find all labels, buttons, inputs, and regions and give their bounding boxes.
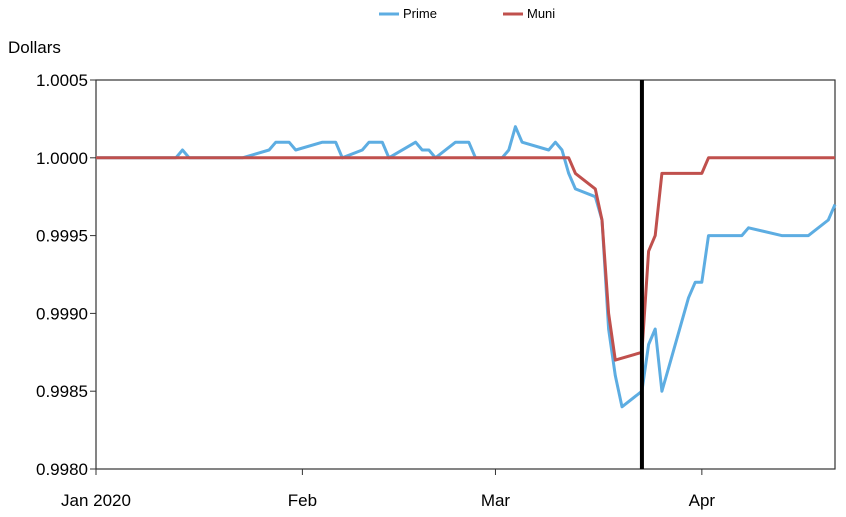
y-tick-label: 0.9980 [36,460,88,479]
series-layer [96,125,837,409]
y-tick-label: 0.9985 [36,382,88,401]
plot-area-frame [95,79,836,470]
y-tick-label: 0.9995 [36,227,88,246]
series-line-muni [96,156,835,362]
y-axis: 1.0005 1.0000 0.9995 0.9990 0.9985 0.9980 [36,71,96,479]
y-axis-unit-label: Dollars [8,38,61,57]
legend-label-muni: Muni [527,6,555,21]
x-tick-label: Feb [288,491,317,510]
legend-label-prime: Prime [403,6,437,21]
legend: Prime Muni [379,6,555,21]
x-axis: Jan 2020 Feb Mar Apr [61,469,715,510]
x-tick-label: Apr [689,491,716,510]
y-tick-label: 1.0000 [36,149,88,168]
series-line-prime [96,125,837,409]
y-tick-label: 0.9990 [36,304,88,323]
x-tick-label: Jan 2020 [61,491,131,510]
x-tick-label: Mar [481,491,511,510]
y-tick-label: 1.0005 [36,71,88,90]
